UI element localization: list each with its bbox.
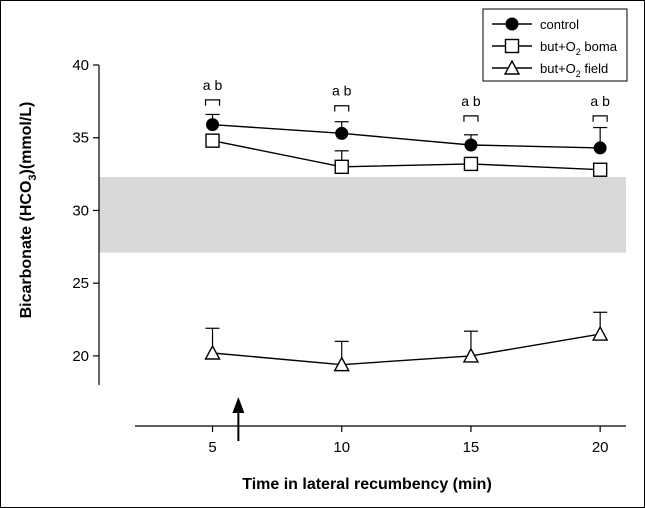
x-tick-label: 10 xyxy=(333,439,350,456)
data-point xyxy=(204,344,221,360)
series-line xyxy=(212,333,601,366)
axes-layer: 20 25 30 35 40 5 10 15 20 xyxy=(72,57,626,456)
significance-bracket xyxy=(204,99,221,106)
x-tick-label: 20 xyxy=(592,439,609,456)
reference-range-band xyxy=(99,177,626,253)
significance-label: a b xyxy=(203,77,223,93)
series-line xyxy=(212,123,601,149)
legend-label: but+O2 boma xyxy=(540,39,618,57)
legend: control but+O2 boma but+O2 field xyxy=(482,8,628,82)
x-axis-title: Time in lateral recumbency (min) xyxy=(242,476,492,493)
data-point xyxy=(593,141,607,155)
legend-marker xyxy=(503,59,521,75)
series-line xyxy=(212,139,601,171)
data-point xyxy=(205,133,220,148)
data-point xyxy=(334,159,349,175)
data-point xyxy=(206,118,220,132)
x-tick-label: 15 xyxy=(463,439,480,456)
series-triangle-open xyxy=(204,311,609,372)
significance-bracket xyxy=(463,115,479,122)
data-point xyxy=(333,356,350,372)
y-tick-label: 40 xyxy=(72,57,89,74)
legend-marker xyxy=(505,17,519,31)
y-tick-label: 25 xyxy=(72,275,89,292)
y-tick-label: 35 xyxy=(72,130,89,147)
y-axis-title: Bicarbonate (HCO3)(mmol/L) xyxy=(18,102,39,319)
significance-bracket xyxy=(592,115,608,122)
series-circle-filled xyxy=(205,113,608,155)
significance-label: a b xyxy=(332,83,352,99)
data-point xyxy=(591,325,609,341)
reference-band-layer xyxy=(99,177,626,253)
significance-label: a b xyxy=(461,93,481,109)
y-tick-label: 20 xyxy=(72,348,89,365)
data-point xyxy=(335,126,349,140)
data-point xyxy=(463,156,479,172)
data-point xyxy=(592,162,608,177)
significance-label: a b xyxy=(590,93,610,109)
legend-label: but+O2 field xyxy=(540,61,608,79)
significance-bracket xyxy=(334,105,350,112)
legend-marker xyxy=(504,38,520,54)
annotation-layer: a b a b a b a b xyxy=(203,77,610,122)
series-square-open xyxy=(205,133,608,177)
y-tick-label: 30 xyxy=(72,202,89,219)
data-point xyxy=(462,347,480,363)
series-layer xyxy=(204,113,609,372)
data-point xyxy=(464,138,478,152)
x-tick-label: 5 xyxy=(208,439,216,456)
event-arrow-head xyxy=(232,397,245,413)
legend-label: control xyxy=(540,17,579,32)
